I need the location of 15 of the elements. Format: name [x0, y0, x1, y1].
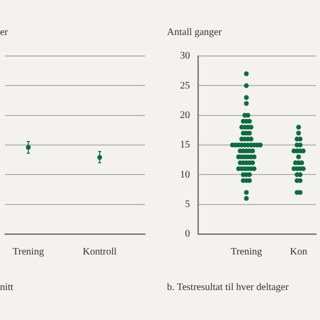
y-tick-label: 30	[180, 50, 190, 62]
y-tick-label: 5	[185, 198, 190, 210]
x-tick-label: Kon	[290, 246, 308, 258]
y-tick-label: 10	[180, 169, 190, 180]
text: nitt	[0, 282, 14, 293]
y-tick-label: 20	[180, 110, 190, 121]
x-tick-label: Trening	[230, 246, 262, 258]
y-tick-label: 0	[185, 228, 190, 240]
y-axis-title: er	[0, 27, 8, 38]
text: b. Testresultat til hver deltager	[167, 282, 289, 293]
y-axis-title: Antall ganger	[167, 27, 222, 38]
x-tick-label: Kontroll	[82, 246, 117, 258]
y-tick-label: 25	[180, 80, 190, 92]
x-tick-label: Trening	[12, 246, 44, 258]
y-tick-label: 15	[180, 140, 190, 151]
